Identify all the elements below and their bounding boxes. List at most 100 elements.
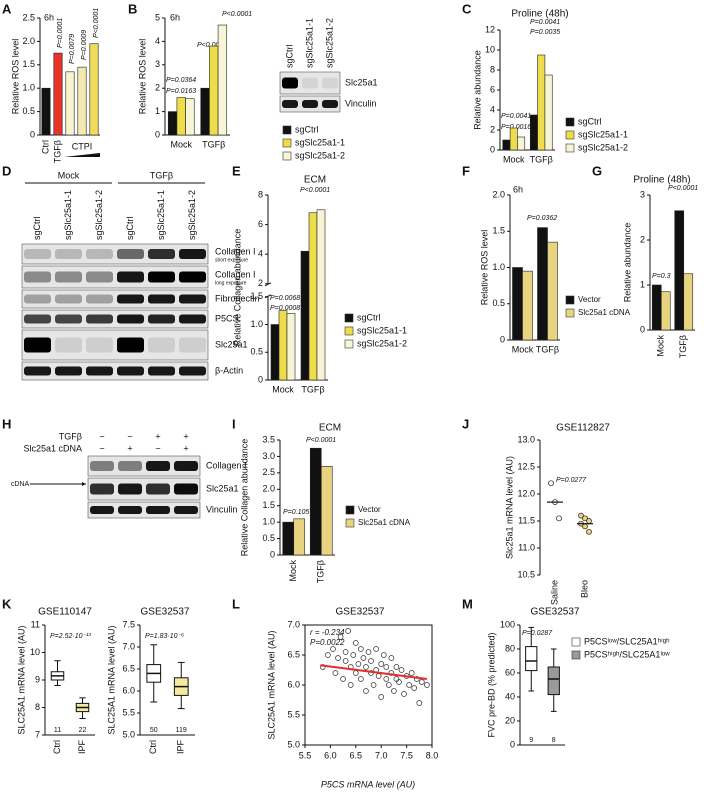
bar — [309, 447, 322, 556]
y-axis-label: Relative ROS level — [479, 230, 489, 306]
n-label: 11 — [54, 727, 61, 734]
y-tick-label: 12.0 — [517, 488, 535, 498]
y-tick-label: 5.0 — [122, 729, 135, 739]
p-value: P=0.0009 — [81, 30, 88, 60]
legend-label: P5CSʰⁱᵍʰ/SLC25A1ˡᵒʷ — [584, 649, 670, 659]
chart-title: GSE32537 — [141, 607, 190, 618]
legend-swatch — [345, 505, 355, 515]
y-tick-label: 7.5 — [122, 619, 135, 629]
annotation: 6h — [44, 12, 54, 22]
y-tick-label: 8 — [35, 702, 40, 712]
data-point — [578, 512, 584, 519]
bar — [651, 284, 662, 331]
band-label: P5CS — [215, 313, 239, 323]
p-value: P=0.0287 — [522, 630, 553, 637]
y-tick-label: 7.0 — [287, 619, 300, 629]
blot-band — [117, 294, 144, 304]
blot-band — [179, 294, 206, 304]
annotation: 6h — [170, 12, 180, 22]
p-value: P=0.0277 — [556, 477, 587, 484]
gradient-triangle — [64, 153, 100, 157]
p-value: P=0.0035 — [530, 29, 560, 36]
blot-frame — [87, 455, 201, 477]
data-point — [416, 700, 423, 706]
legend-label: sgSlc25a1-2 — [357, 338, 407, 348]
band-label: Vinculin — [206, 504, 237, 514]
bar — [293, 518, 306, 556]
y-tick-label: 1.0 — [492, 262, 505, 272]
blot-frame — [87, 477, 201, 501]
x-tick-label: 7.0 — [375, 750, 388, 760]
group-label: CTPI — [72, 141, 93, 151]
y-tick-label: 60 — [505, 667, 515, 677]
p-value: P=2.52·10⁻¹³ — [50, 633, 92, 640]
data-point — [401, 691, 407, 697]
y-tick-label: 9 — [35, 674, 40, 684]
p-value: P<0.0001 — [300, 187, 330, 194]
annotation: r = -0.234 — [310, 628, 345, 637]
condition-sign: + — [183, 431, 188, 441]
bar — [517, 136, 526, 151]
bar — [308, 212, 318, 381]
y-axis-label: SLC25A1 mRNA level (AU) — [16, 625, 26, 734]
x-tick-label: 6.5 — [350, 750, 363, 760]
y-tick-label: 12.5 — [517, 461, 535, 471]
blot-band — [118, 461, 142, 471]
data-point — [355, 661, 362, 667]
y-tick-label: 0.5 — [492, 298, 505, 308]
chart-title: ECM — [304, 175, 326, 186]
legend-label: sgSlc25a1-2 — [295, 150, 345, 160]
y-axis-label: Relative abundance — [472, 50, 482, 130]
y-tick-label: 5.5 — [122, 707, 135, 717]
y-tick-label: 1 — [155, 106, 160, 116]
panel-letter: I — [232, 416, 236, 431]
blot-band — [179, 271, 206, 283]
blot-band — [24, 271, 51, 283]
y-tick-label: 1.5 — [492, 226, 505, 236]
y-axis-label: Relative Collagen abundance — [232, 229, 242, 347]
band-label: β-Actin — [215, 365, 243, 375]
p-value: P=0.0362 — [527, 215, 557, 222]
bar — [53, 52, 63, 136]
y-tick-label: 6.5 — [122, 663, 135, 673]
lane-label: sgSlc25a1-1 — [63, 190, 73, 240]
band-note: long exposure — [215, 280, 247, 286]
data-point — [342, 658, 349, 664]
x-tick-label: TGFβ — [202, 139, 225, 149]
y-tick-label: 6 — [490, 84, 495, 94]
x-tick-label: 7.5 — [400, 750, 413, 760]
data-point — [383, 664, 390, 670]
legend-label: Slc25a1 cDNA — [578, 308, 631, 317]
y-tick-label: 6.0 — [122, 685, 135, 695]
lane-label: sgSlc25a1-2 — [94, 190, 104, 240]
x-tick-label: TGFβ — [316, 560, 326, 583]
y-tick-label: 10 — [30, 647, 40, 657]
panel-letter: D — [2, 163, 11, 178]
blot-band — [179, 314, 206, 324]
y-tick-label: 0 — [270, 549, 275, 559]
blot-band — [86, 337, 113, 353]
condition-sign: − — [99, 431, 104, 441]
data-point — [408, 670, 415, 676]
y-tick-label: 11.0 — [518, 542, 535, 552]
y-tick-label: 8 — [490, 64, 495, 74]
blot-band — [148, 314, 175, 324]
y-axis-label: Relative abundance — [622, 223, 632, 303]
blot-band — [86, 314, 113, 324]
p-value: P=0.0068 — [270, 295, 300, 302]
y-tick-label: 1.0 — [262, 517, 275, 527]
blot-band — [118, 483, 142, 495]
data-point — [406, 682, 412, 688]
band-label: Slc25a1 — [215, 339, 248, 349]
panel-letter: K — [2, 596, 12, 611]
x-tick-label: TGFβ — [678, 335, 688, 358]
band-label: Collagen I — [206, 460, 247, 470]
data-point — [335, 655, 341, 661]
group-label: TGFβ — [150, 170, 173, 180]
data-point — [378, 694, 385, 700]
data-point — [388, 655, 395, 661]
marker-label: cDNA — [11, 481, 30, 488]
x-tick-label: Ctrl — [40, 140, 50, 154]
bar — [320, 465, 333, 556]
y-tick-label: 0 — [155, 129, 160, 139]
